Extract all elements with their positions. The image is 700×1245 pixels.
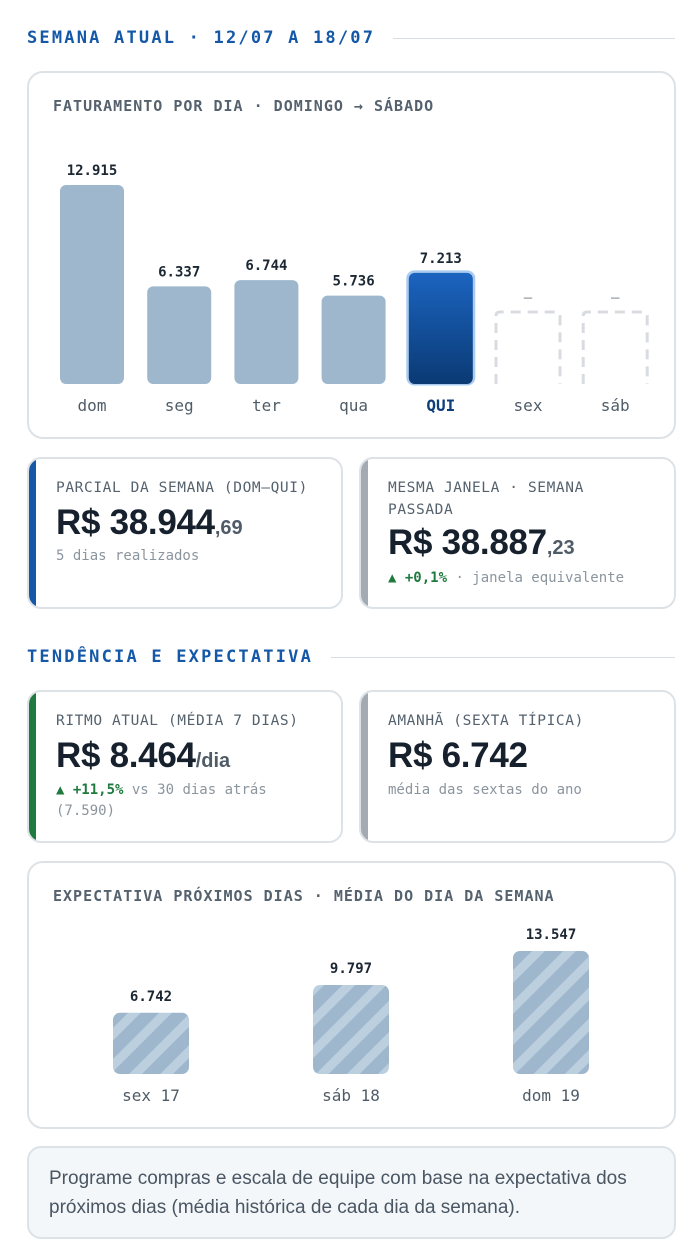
section-header-trend: TENDÊNCIA E EXPECTATIVA (27, 647, 675, 667)
bar-value-label: 5.736 (333, 274, 375, 290)
daily-chart-title: FATURAMENTO POR DIA · DOMINGO → SÁBADO (53, 97, 435, 115)
daily-revenue-card: FATURAMENTO POR DIA · DOMINGO → SÁBADO 1… (27, 71, 676, 439)
kpi-value: R$ 38.944,69 (56, 503, 243, 543)
forecast-bar-2 (513, 951, 589, 1074)
kpi-sub: média das sextas do ano (388, 782, 582, 798)
forecast-chart: 6.742 sex 17 9.797 sáb 18 13.547 dom 19 (113, 927, 589, 1105)
bar-value-label: 7.213 (420, 251, 462, 267)
bar-value-label: 6.337 (158, 264, 200, 280)
bar-value-label: 12.915 (67, 163, 118, 179)
category-label: qua (339, 396, 368, 415)
kpi-partial-week: PARCIAL DA SEMANA (DOM–QUI) R$ 38.944,69… (27, 457, 343, 609)
section-title-trend: TENDÊNCIA E EXPECTATIVA (27, 647, 314, 667)
bar-qua (321, 295, 386, 384)
bar-dom (60, 185, 124, 384)
kpi-label: PARCIAL DA SEMANA (DOM–QUI) (56, 480, 308, 496)
kpi-sub: ▲ +0,1% · janela equivalente (388, 568, 660, 589)
kpi-value: R$ 8.464/dia (56, 736, 230, 776)
kpi-currency: R$ (388, 523, 433, 562)
category-label: sex (514, 396, 543, 415)
bar-placeholder-sáb (581, 310, 649, 384)
kpi-current-rhythm: RITMO ATUAL (MÉDIA 7 DIAS) R$ 8.464/dia … (27, 690, 343, 843)
kpi-value-main: 38.944 (109, 503, 216, 542)
forecast-card: EXPECTATIVA PRÓXIMOS DIAS · MÉDIA DO DIA… (27, 861, 676, 1129)
bar-seg (147, 286, 212, 384)
category-label: dom (78, 396, 107, 415)
kpi-accent-bar (29, 459, 36, 607)
forecast-bar-0 (113, 1012, 189, 1074)
forecast-category-label: dom 19 (522, 1086, 580, 1105)
kpi-label: AMANHÃ (SEXTA TÍPICA) (388, 713, 584, 729)
kpi-value-main: 38.887 (441, 523, 548, 562)
kpi-currency: R$ (56, 503, 101, 542)
forecast-chart-title: EXPECTATIVA PRÓXIMOS DIAS · MÉDIA DO DIA… (53, 887, 555, 905)
kpi-value-unit: /dia (195, 750, 231, 772)
kpi-currency: R$ (56, 736, 101, 775)
kpi-last-week: MESMA JANELA · SEMANA PASSADA R$ 38.887,… (359, 457, 676, 609)
kpi-accent-bar (361, 692, 368, 841)
category-label: seg (165, 396, 194, 415)
forecast-value-label: 6.742 (130, 989, 172, 1005)
bar-value-label: – (611, 290, 620, 306)
kpi-value: R$ 6.742 (388, 736, 528, 776)
kpi-accent-bar (361, 459, 368, 607)
section-header-week: SEMANA ATUAL · 12/07 A 18/07 (27, 28, 675, 48)
kpi-tomorrow: AMANHÃ (SEXTA TÍPICA) R$ 6.742 média das… (359, 690, 676, 843)
section-title-week: SEMANA ATUAL · 12/07 A 18/07 (27, 28, 376, 48)
bar-QUI (408, 272, 473, 384)
bar-placeholder-sex (494, 310, 562, 384)
bar-value-label: 6.744 (245, 258, 287, 274)
section-divider (331, 656, 675, 658)
kpi-label: RITMO ATUAL (MÉDIA 7 DIAS) (56, 713, 299, 729)
bar-ter (234, 280, 299, 384)
kpi-value-main: 6.742 (441, 736, 528, 775)
forecast-value-label: 9.797 (330, 961, 372, 977)
daily-revenue-chart: 12.915 dom 6.337 seg 6.744 ter 5.736 qua 7.213 QU… (60, 163, 649, 415)
category-label: ter (252, 396, 281, 415)
kpi-label: MESMA JANELA · SEMANA PASSADA (388, 480, 584, 518)
bar-value-label: – (524, 290, 533, 306)
kpi-value-main: 8.464 (109, 736, 196, 775)
kpi-value-cents: ,69 (214, 517, 243, 539)
forecast-category-label: sex 17 (122, 1086, 180, 1105)
category-label: sáb (601, 396, 630, 415)
kpi-value: R$ 38.887,23 (388, 523, 575, 563)
section-divider (393, 37, 675, 39)
kpi-accent-bar (29, 692, 36, 841)
kpi-value-cents: ,23 (546, 537, 575, 559)
kpi-delta: ▲ +11,5% (56, 782, 124, 798)
category-label: QUI (426, 396, 455, 415)
kpi-sub-text: vs 30 dias atrás (7.590) (56, 782, 267, 819)
kpi-sub-text: · janela equivalente (447, 570, 625, 586)
forecast-bar-1 (313, 985, 389, 1074)
planning-note: Programe compras e escala de equipe com … (27, 1146, 676, 1239)
kpi-currency: R$ (388, 736, 433, 775)
kpi-sub: 5 dias realizados (56, 548, 200, 564)
kpi-delta: ▲ +0,1% (388, 570, 448, 586)
forecast-category-label: sáb 18 (322, 1086, 380, 1105)
forecast-value-label: 13.547 (526, 927, 577, 943)
kpi-sub: ▲ +11,5% vs 30 dias atrás (7.590) (56, 780, 327, 822)
